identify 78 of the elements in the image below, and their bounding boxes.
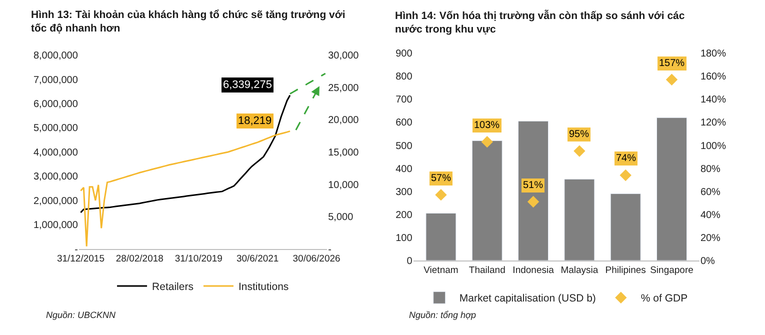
y-tick-label: 8,000,000 bbox=[33, 50, 78, 62]
x-tick-label: Malaysia bbox=[560, 264, 599, 276]
bar bbox=[472, 140, 502, 260]
y2-tick-label: 160% bbox=[700, 72, 726, 83]
x-tick-label: 31/10/2019 bbox=[174, 253, 222, 264]
data-label: 95% bbox=[569, 129, 590, 140]
y-tick-label: 500 bbox=[396, 140, 413, 152]
x-tick-label: Indonesia bbox=[512, 264, 555, 276]
chart-title: Hình 13: Tài khoản của khách hàng tổ chức sẽ tăng trưởng với tốc độ nhanh hơn bbox=[31, 9, 346, 35]
y2-tick-label: 5,000 bbox=[328, 212, 354, 224]
y-tick-label: 6,000,000 bbox=[33, 99, 78, 110]
y2-tick-label: 25,000 bbox=[328, 82, 360, 94]
y2-tick-label: 120% bbox=[700, 118, 726, 129]
bar bbox=[610, 193, 641, 260]
y-tick-label: 200 bbox=[396, 210, 413, 221]
line-series bbox=[289, 72, 326, 95]
chart-title: Hình 14: Vốn hóa thị trường vẫn còn thấp so sánh với các nước trong khu vực bbox=[395, 9, 685, 36]
y2-tick-label: 100% bbox=[700, 140, 726, 152]
y-tick-label: - bbox=[74, 244, 78, 256]
x-tick-label: Singapore bbox=[650, 264, 694, 276]
y-tick-label: 300 bbox=[396, 186, 413, 198]
y2-tick-label: 30,000 bbox=[328, 50, 360, 62]
text: Nguồn: tổng hợp bbox=[409, 310, 476, 320]
data-label: 6,339,275 bbox=[223, 79, 272, 91]
y-tick-label: 2,000,000 bbox=[33, 196, 78, 207]
data-label: 57% bbox=[431, 173, 452, 184]
line-series bbox=[80, 94, 291, 214]
y2-tick-label: 60% bbox=[700, 186, 721, 198]
legend-label: % of GDP bbox=[640, 292, 688, 305]
y-tick-label: 3,000,000 bbox=[33, 172, 78, 183]
bar bbox=[656, 117, 687, 260]
y-tick-label: 7,000,000 bbox=[33, 74, 78, 86]
legend-label: Institutions bbox=[238, 281, 289, 294]
y2-tick-label: 180% bbox=[700, 48, 726, 60]
point bbox=[481, 136, 493, 148]
line-series bbox=[80, 130, 291, 248]
x-tick-label: Vietnam bbox=[424, 264, 458, 276]
bar bbox=[426, 213, 456, 260]
y-tick-label: 5,000,000 bbox=[33, 123, 78, 134]
x-tick-label: 30/6/2021 bbox=[236, 253, 279, 264]
bar bbox=[564, 178, 595, 260]
point bbox=[620, 169, 632, 182]
x-tick-label: Thailand bbox=[468, 264, 506, 276]
legend-label: Retailers bbox=[152, 281, 194, 294]
legend-label: Market capitalisation (USD b) bbox=[459, 292, 596, 305]
y2-tick-label: 10,000 bbox=[328, 180, 360, 191]
y2-tick-label: 0% bbox=[700, 256, 715, 267]
y2-tick-label: - bbox=[328, 244, 332, 256]
data-label: 18,219 bbox=[238, 115, 272, 127]
text: Nguồn: UBCKNN bbox=[46, 310, 116, 320]
x-tick-label: 31/12/2015 bbox=[56, 253, 104, 264]
y2-tick-label: 15,000 bbox=[328, 147, 360, 158]
point bbox=[527, 196, 540, 208]
y-tick-label: 1,000,000 bbox=[33, 220, 78, 232]
point bbox=[435, 188, 447, 201]
y-tick-label: 600 bbox=[396, 118, 413, 129]
y-tick-label: 100 bbox=[396, 232, 413, 244]
y-tick-label: 900 bbox=[396, 48, 413, 60]
y2-tick-label: 80% bbox=[700, 164, 721, 175]
x-tick-label: Philipines bbox=[605, 264, 646, 276]
y-tick-label: 400 bbox=[396, 164, 413, 175]
x-tick-label: 30/06/2026 bbox=[292, 253, 340, 264]
y2-tick-label: 20,000 bbox=[328, 115, 360, 126]
point bbox=[574, 145, 586, 157]
data-label: 157% bbox=[659, 58, 685, 69]
y2-tick-label: 140% bbox=[700, 94, 726, 106]
data-label: 103% bbox=[474, 120, 500, 131]
y-tick-label: 800 bbox=[396, 72, 413, 83]
x-tick-label: 28/02/2018 bbox=[116, 253, 164, 264]
y-tick-label: 700 bbox=[396, 94, 413, 106]
point bbox=[666, 74, 678, 86]
bar bbox=[518, 120, 549, 260]
y-tick-label: 0 bbox=[406, 256, 413, 267]
data-label: 74% bbox=[616, 153, 636, 164]
y-tick-label: 4,000,000 bbox=[33, 147, 78, 158]
y2-tick-label: 20% bbox=[700, 232, 721, 244]
y2-tick-label: 40% bbox=[700, 210, 721, 221]
data-label: 51% bbox=[523, 180, 544, 191]
